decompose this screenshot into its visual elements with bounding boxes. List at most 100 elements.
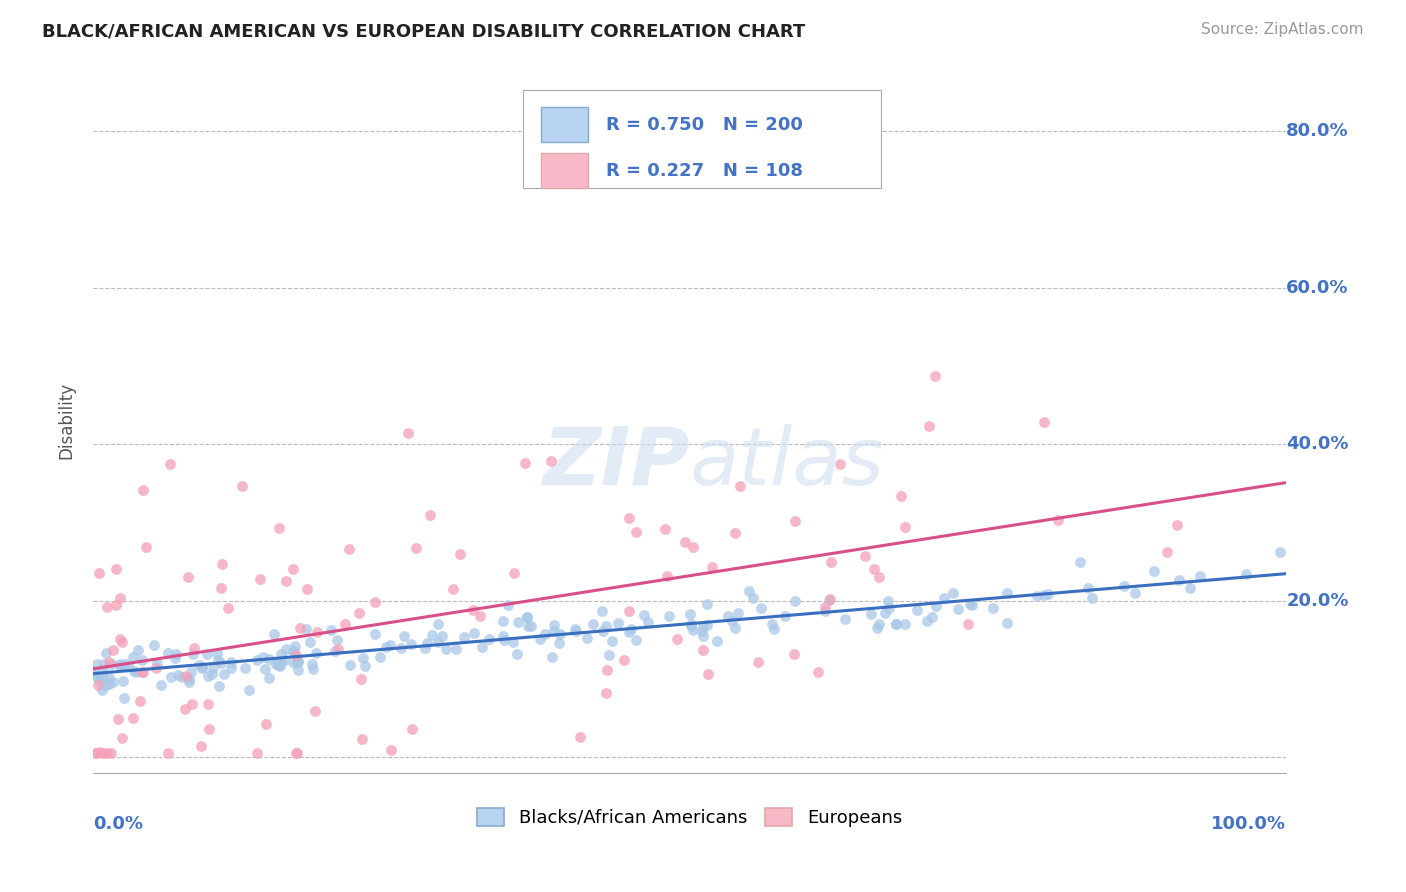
Point: [727, 606, 749, 620]
Point: [696, 667, 718, 681]
Point: [274, 642, 297, 657]
Point: [591, 604, 613, 618]
Point: [995, 615, 1018, 630]
Point: [174, 702, 197, 716]
Point: [401, 722, 423, 736]
Point: [430, 629, 453, 643]
Point: [197, 669, 219, 683]
Point: [96, 746, 118, 760]
Point: [624, 524, 647, 539]
Point: [548, 636, 571, 650]
Legend: Blacks/African Americans, Europeans: Blacks/African Americans, Europeans: [470, 800, 910, 834]
Point: [1188, 569, 1211, 583]
Point: [269, 658, 291, 673]
Point: [673, 535, 696, 549]
Point: [103, 675, 125, 690]
Point: [274, 574, 297, 588]
Point: [252, 650, 274, 665]
Point: [696, 597, 718, 611]
Point: [174, 669, 197, 683]
Point: [283, 562, 305, 576]
Point: [959, 597, 981, 611]
Point: [145, 661, 167, 675]
Point: [181, 647, 204, 661]
Point: [738, 583, 761, 598]
Point: [264, 657, 287, 671]
Point: [124, 665, 146, 679]
Point: [335, 617, 357, 632]
Point: [1166, 517, 1188, 532]
Point: [576, 631, 599, 645]
Point: [287, 655, 309, 669]
Point: [828, 457, 851, 471]
Point: [157, 646, 180, 660]
Point: [181, 697, 204, 711]
Point: [190, 739, 212, 754]
Point: [167, 667, 190, 681]
Point: [91, 672, 114, 686]
Point: [177, 570, 200, 584]
Point: [150, 678, 173, 692]
Point: [128, 694, 150, 708]
Point: [742, 591, 765, 605]
Point: [692, 643, 714, 657]
Point: [298, 635, 321, 649]
Point: [860, 607, 883, 622]
Point: [721, 614, 744, 628]
Point: [87, 678, 110, 692]
Point: [165, 647, 187, 661]
Point: [862, 562, 884, 576]
Point: [183, 641, 205, 656]
Point: [569, 731, 592, 745]
Point: [761, 617, 783, 632]
Text: 0.0%: 0.0%: [93, 815, 143, 833]
Point: [87, 668, 110, 682]
Point: [179, 672, 201, 686]
Point: [122, 664, 145, 678]
Point: [132, 665, 155, 680]
Point: [94, 646, 117, 660]
Point: [1178, 581, 1201, 595]
Point: [834, 612, 856, 626]
Point: [287, 663, 309, 677]
Point: [191, 661, 214, 675]
Point: [957, 616, 980, 631]
Point: [374, 640, 396, 655]
Point: [301, 657, 323, 672]
Point: [783, 647, 806, 661]
Point: [270, 647, 292, 661]
Point: [117, 659, 139, 673]
Point: [413, 641, 436, 656]
Point: [915, 614, 938, 628]
Point: [91, 746, 114, 760]
Point: [893, 616, 915, 631]
Point: [84, 669, 107, 683]
Point: [534, 626, 557, 640]
Point: [165, 650, 187, 665]
Point: [529, 632, 551, 647]
Point: [352, 651, 374, 665]
Point: [690, 624, 713, 639]
Point: [368, 649, 391, 664]
Point: [706, 633, 728, 648]
Point: [682, 624, 704, 638]
Point: [211, 557, 233, 571]
Point: [337, 542, 360, 557]
Point: [93, 657, 115, 671]
Point: [890, 489, 912, 503]
Point: [868, 569, 890, 583]
Point: [617, 511, 640, 525]
Point: [219, 655, 242, 669]
Text: R = 0.750   N = 200: R = 0.750 N = 200: [606, 116, 803, 134]
Point: [877, 594, 900, 608]
Point: [84, 746, 107, 760]
Point: [921, 610, 943, 624]
Point: [380, 743, 402, 757]
Point: [131, 483, 153, 497]
Point: [127, 642, 149, 657]
Point: [142, 638, 165, 652]
Text: 20.0%: 20.0%: [1286, 591, 1348, 609]
Point: [339, 657, 361, 672]
Point: [592, 624, 614, 638]
Point: [1026, 589, 1049, 603]
